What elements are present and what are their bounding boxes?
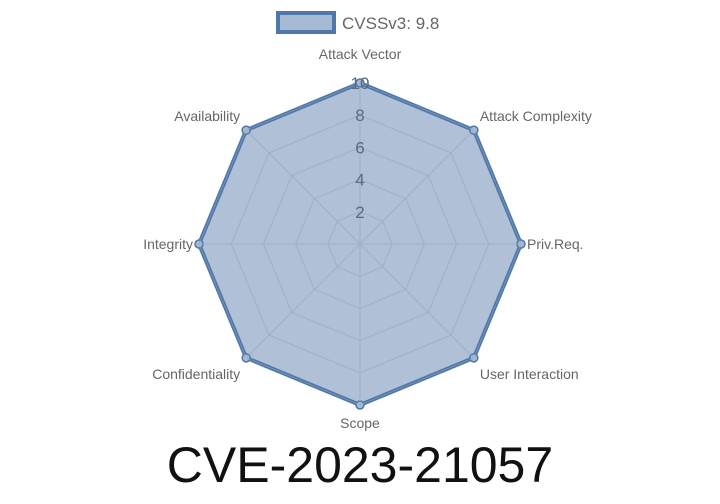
tick-label: 4 [355, 171, 364, 190]
axis-label: Integrity [143, 236, 193, 252]
chart-title: CVE-2023-21057 [167, 437, 553, 493]
axis-label: Attack Complexity [480, 108, 592, 124]
tick-label: 10 [351, 74, 370, 93]
tick-label: 8 [355, 106, 364, 125]
axis-label: Confidentiality [152, 366, 240, 382]
grid-spoke [245, 129, 361, 245]
axis-label: Priv.Req. [527, 236, 584, 252]
axis-labels: Attack Vector Attack Complexity Priv.Req. U… [143, 46, 592, 431]
radar-grid [198, 82, 522, 406]
grid-spoke [245, 243, 361, 359]
axis-label: Attack Vector [319, 46, 402, 62]
grid-spoke [359, 129, 475, 245]
axis-label: Scope [340, 415, 380, 431]
axis-label: Availability [174, 108, 240, 124]
grid-spoke [359, 243, 475, 359]
legend-label: CVSSv3: 9.8 [342, 14, 439, 33]
tick-label: 2 [355, 203, 364, 222]
radial-ticks: 2 4 6 8 10 [351, 74, 370, 222]
legend: CVSSv3: 9.8 [276, 11, 439, 34]
legend-swatch [276, 11, 336, 34]
axis-label: User Interaction [480, 366, 579, 382]
tick-label: 6 [355, 138, 364, 157]
